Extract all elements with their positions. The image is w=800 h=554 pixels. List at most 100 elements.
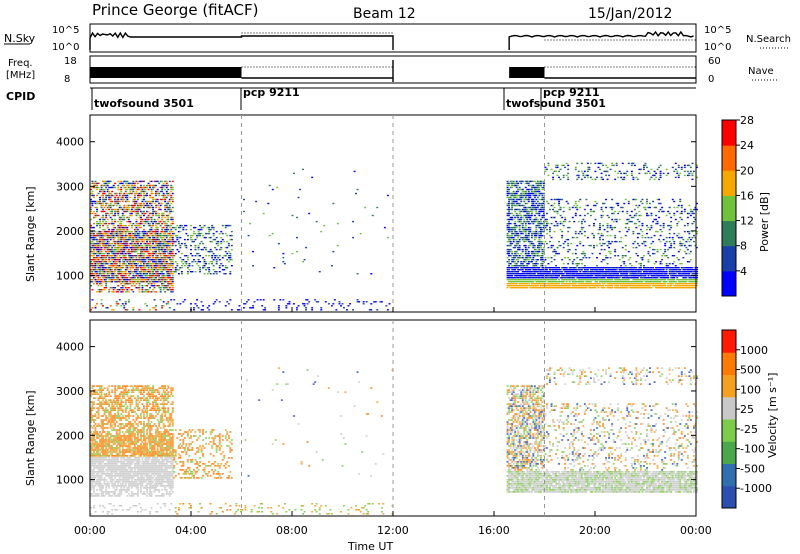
data-cell [164, 180, 167, 183]
data-cell [143, 259, 145, 261]
data-cell [114, 192, 117, 195]
data-cell [627, 228, 630, 231]
data-cell [165, 186, 168, 189]
data-cell [126, 246, 129, 249]
data-cell [159, 232, 162, 235]
data-cell [103, 281, 106, 283]
data-cell [144, 242, 147, 245]
data-cell [615, 202, 618, 205]
data-cell [552, 275, 555, 277]
data-cell [106, 226, 109, 229]
data-cell [112, 194, 115, 197]
data-cell [532, 218, 535, 221]
data-cell [117, 252, 120, 255]
data-cell [633, 285, 636, 287]
data-cell [523, 273, 526, 275]
data-cell [511, 265, 514, 267]
data-cell [217, 244, 220, 247]
data-cell [171, 248, 174, 251]
data-cell [585, 269, 588, 271]
data-cell [129, 263, 132, 265]
data-cell [538, 234, 541, 237]
data-cell [171, 216, 174, 219]
data-cell [209, 250, 212, 253]
data-cell [588, 244, 591, 247]
data-cell [517, 259, 520, 261]
data-cell [532, 230, 535, 233]
data-cell [161, 283, 164, 285]
freq-label: Freq. [8, 58, 33, 69]
data-cell [171, 192, 174, 195]
data-cell [543, 279, 545, 281]
data-cell [547, 279, 550, 281]
data-cell [659, 263, 662, 265]
data-cell [105, 214, 108, 217]
data-cell [127, 271, 130, 273]
data-cell [161, 230, 164, 233]
data-cell [646, 285, 648, 287]
data-cell [152, 198, 155, 201]
data-cell [105, 275, 108, 277]
data-cell [143, 204, 145, 207]
data-cell [580, 283, 583, 285]
data-cell [137, 287, 139, 289]
data-cell [567, 287, 570, 289]
data-cell [133, 285, 136, 287]
data-cell [96, 273, 99, 275]
data-cell [121, 287, 124, 289]
data-cell [567, 273, 570, 275]
data-cell [117, 289, 120, 291]
data-cell [633, 222, 636, 225]
data-cell [506, 277, 509, 279]
data-cell [133, 208, 136, 211]
data-cell [155, 244, 158, 247]
data-cell [94, 180, 97, 183]
data-cell [109, 267, 112, 269]
data-cell [606, 269, 609, 271]
data-cell [521, 263, 524, 265]
data-cell [156, 255, 159, 257]
data-cell [161, 238, 164, 241]
data-cell [576, 285, 579, 287]
data-cell [653, 281, 656, 283]
data-cell [103, 180, 106, 183]
data-cell [524, 206, 527, 209]
data-cell [515, 198, 518, 201]
data-cell [633, 279, 636, 281]
data-cell [641, 283, 644, 285]
data-cell [130, 234, 133, 237]
data-cell [514, 194, 517, 197]
data-cell [140, 244, 142, 247]
data-cell [130, 214, 133, 217]
data-cell [144, 281, 147, 283]
data-cell [158, 277, 161, 279]
data-cell [105, 234, 108, 237]
data-cell [532, 271, 535, 273]
data-cell [356, 273, 359, 275]
data-cell [137, 275, 139, 277]
data-cell [168, 271, 171, 273]
data-cell [529, 240, 532, 243]
data-cell [144, 238, 147, 241]
data-cell [223, 255, 226, 257]
data-cell [138, 188, 141, 191]
data-cell [600, 232, 603, 235]
data-cell [150, 244, 153, 247]
data-cell [511, 226, 514, 229]
data-cell [532, 283, 535, 285]
data-cell [547, 257, 550, 259]
data-cell [106, 267, 109, 269]
data-cell [143, 238, 145, 241]
data-cell [159, 267, 162, 269]
data-cell [593, 210, 595, 213]
data-cell [630, 265, 633, 267]
data-cell [546, 267, 548, 269]
data-cell [155, 200, 158, 203]
data-cell [508, 198, 511, 201]
data-cell [641, 222, 644, 225]
data-cell [159, 246, 162, 249]
data-cell [197, 228, 200, 231]
data-cell [559, 281, 562, 283]
data-cell [293, 303, 295, 305]
